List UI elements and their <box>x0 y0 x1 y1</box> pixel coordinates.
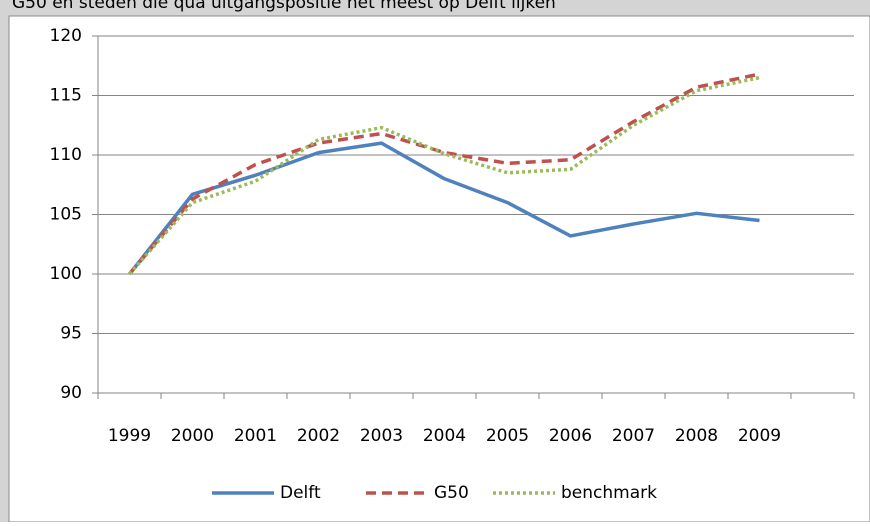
y-tick-label: 110 <box>50 145 82 165</box>
legend-label: G50 <box>434 483 469 503</box>
x-tick-label: 2007 <box>612 426 655 446</box>
y-tick-label: 90 <box>60 383 82 403</box>
x-tick-label: 2004 <box>423 426 466 446</box>
y-tick-label: 95 <box>60 324 82 344</box>
line-series <box>128 75 760 276</box>
chart-area <box>8 15 870 523</box>
x-tick-label: 2003 <box>360 426 403 446</box>
x-tick-label: 2001 <box>234 426 277 446</box>
x-tick-label: 2000 <box>171 426 214 446</box>
x-tick-label: 2009 <box>738 426 781 446</box>
y-tick-label: 105 <box>50 205 82 225</box>
y-tick-label: 120 <box>50 26 82 46</box>
y-tick-label: 115 <box>50 86 82 106</box>
legend-label: Delft <box>280 483 321 503</box>
line-series <box>128 141 760 276</box>
x-tick-label: 2006 <box>549 426 592 446</box>
x-tick-label: 2002 <box>297 426 340 446</box>
line-series <box>128 72 760 276</box>
x-tick-label: 1999 <box>108 426 151 446</box>
chart-title: G50 en steden die qua uitgangspositie he… <box>12 0 556 13</box>
y-tick-label: 100 <box>50 264 82 284</box>
x-tick-label: 2008 <box>675 426 718 446</box>
x-tick-label: 2005 <box>486 426 529 446</box>
legend-label: benchmark <box>561 483 657 503</box>
